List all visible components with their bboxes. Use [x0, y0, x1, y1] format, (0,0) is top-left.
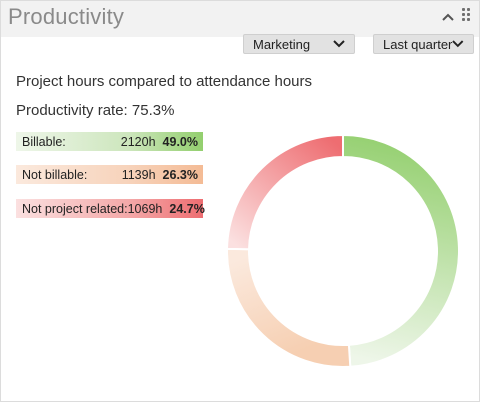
chart-subtitle: Project hours compared to attendance hou…	[16, 73, 313, 90]
chevron-up-icon[interactable]	[441, 10, 455, 22]
legend-label: Not billable:	[22, 167, 88, 182]
legend-hours: 2120h	[120, 134, 156, 149]
legend-item-not-project-related: Not project related: 1069h 24.7%	[16, 199, 205, 218]
department-dropdown[interactable]: Marketing	[243, 34, 355, 54]
legend-percent: 26.3%	[162, 167, 198, 182]
period-dropdown-value: Last quarter	[383, 36, 453, 52]
legend-item-billable: Billable: 2120h 49.0%	[16, 132, 203, 151]
productivity-donut-chart	[226, 133, 460, 368]
period-dropdown[interactable]: Last quarter	[373, 34, 474, 54]
legend-percent: 24.7%	[169, 201, 205, 216]
legend-hours: 1139h	[121, 167, 156, 182]
legend-label: Billable:	[22, 134, 66, 149]
widget-header: Productivity	[1, 1, 479, 37]
department-dropdown-value: Marketing	[253, 36, 311, 52]
legend-label: Not project related:	[22, 201, 128, 216]
legend-percent: 49.0%	[162, 134, 198, 149]
chevron-down-icon	[452, 40, 464, 48]
chevron-down-icon	[333, 40, 345, 48]
legend-item-not-billable: Not billable: 1139h 26.3%	[16, 165, 203, 184]
productivity-rate: Productivity rate: 75.3%	[16, 102, 174, 119]
legend-hours: 1069h	[127, 201, 163, 216]
productivity-rate-value: 75.3%	[131, 102, 175, 119]
donut-slice-billable[interactable]	[342, 133, 460, 368]
widget-title: Productivity	[8, 4, 125, 29]
drag-grip-icon[interactable]	[462, 8, 472, 24]
productivity-rate-label: Productivity rate:	[16, 102, 128, 119]
donut-slice-not-billable[interactable]	[226, 247, 352, 368]
donut-slice-not-project-related[interactable]	[226, 133, 344, 251]
